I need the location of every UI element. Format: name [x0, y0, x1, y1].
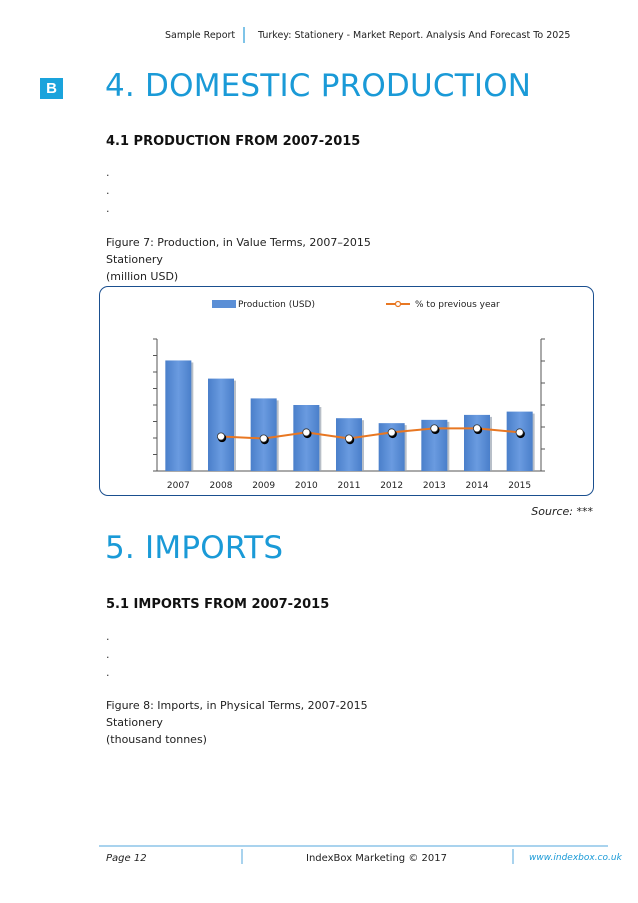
placeholder-dot: .	[106, 184, 110, 197]
figure-7-caption: Figure 7: Production, in Value Terms, 20…	[106, 234, 371, 285]
placeholder-dot: .	[106, 648, 110, 661]
growth-point	[472, 424, 481, 433]
production-chart-svg: Production (USD) % to previous year 2007…	[153, 300, 545, 491]
x-tick-label: 2015	[508, 481, 531, 491]
growth-point	[515, 428, 524, 437]
growth-point	[259, 434, 268, 443]
figure-7-caption-line: (million USD)	[106, 270, 179, 283]
figure-8-caption: Figure 8: Imports, in Physical Terms, 20…	[106, 697, 368, 748]
x-tick-label: 2009	[252, 481, 275, 491]
footer-page-number: Page 12	[106, 853, 147, 864]
section-5-title: 5. IMPORTS	[105, 530, 284, 566]
x-tick-label: 2008	[210, 481, 233, 491]
header-report-title: Turkey: Stationery - Market Report. Anal…	[258, 30, 571, 41]
x-tick-label: 2014	[466, 481, 489, 491]
bar-2015	[506, 411, 533, 471]
x-tick-label: 2013	[423, 481, 446, 491]
header-report-type: Sample Report	[165, 30, 236, 41]
bar-2011	[336, 418, 362, 471]
growth-point	[302, 428, 311, 437]
growth-line	[220, 427, 520, 440]
figure-8-caption-line: Stationery	[106, 716, 163, 729]
footer-separator	[241, 849, 243, 864]
figure-8-caption-line: (thousand tonnes)	[106, 733, 207, 746]
section-5-subtitle: 5.1 IMPORTS FROM 2007-2015	[106, 597, 330, 612]
footer-copyright: IndexBox Marketing © 2017	[306, 853, 447, 864]
chart-source: Source: ***	[531, 505, 593, 518]
growth-point	[217, 432, 226, 441]
figure-7-caption-line: Stationery	[106, 253, 163, 266]
bar-2007	[165, 360, 192, 471]
bar-2008	[208, 378, 234, 471]
figure-7-caption-line: Figure 7: Production, in Value Terms, 20…	[106, 236, 371, 249]
production-chart: Production (USD) % to previous year 2007…	[99, 286, 594, 496]
bar-2010	[293, 405, 320, 471]
x-tick-label: 2011	[338, 481, 361, 491]
placeholder-dot: .	[106, 202, 110, 215]
figure-8-caption-line: Figure 8: Imports, in Physical Terms, 20…	[106, 699, 368, 712]
footer-separator	[512, 849, 514, 864]
placeholder-dot: .	[106, 666, 110, 679]
chart-legend: Production (USD) % to previous year	[212, 300, 500, 310]
section-4-subtitle: 4.1 PRODUCTION FROM 2007-2015	[106, 134, 361, 149]
x-tick-label: 2007	[167, 481, 190, 491]
legend-label-growth: % to previous year	[415, 300, 500, 310]
growth-point	[344, 434, 353, 443]
legend-marker-growth	[394, 300, 402, 308]
growth-point	[387, 428, 396, 437]
placeholder-dot: .	[106, 166, 110, 179]
bar-2014	[464, 414, 490, 471]
legend-label-production: Production (USD)	[238, 300, 315, 310]
x-tick-label: 2012	[380, 481, 403, 491]
footer-divider	[99, 845, 608, 847]
brand-logo: B	[40, 78, 63, 99]
x-tick-label: 2010	[295, 481, 318, 491]
footer-website-link[interactable]: www.indexbox.co.uk	[529, 853, 622, 863]
growth-point	[430, 424, 439, 433]
legend-swatch-production	[212, 300, 236, 308]
placeholder-dot: .	[106, 630, 110, 643]
header-separator	[243, 27, 245, 43]
section-4-title: 4. DOMESTIC PRODUCTION	[105, 68, 532, 104]
